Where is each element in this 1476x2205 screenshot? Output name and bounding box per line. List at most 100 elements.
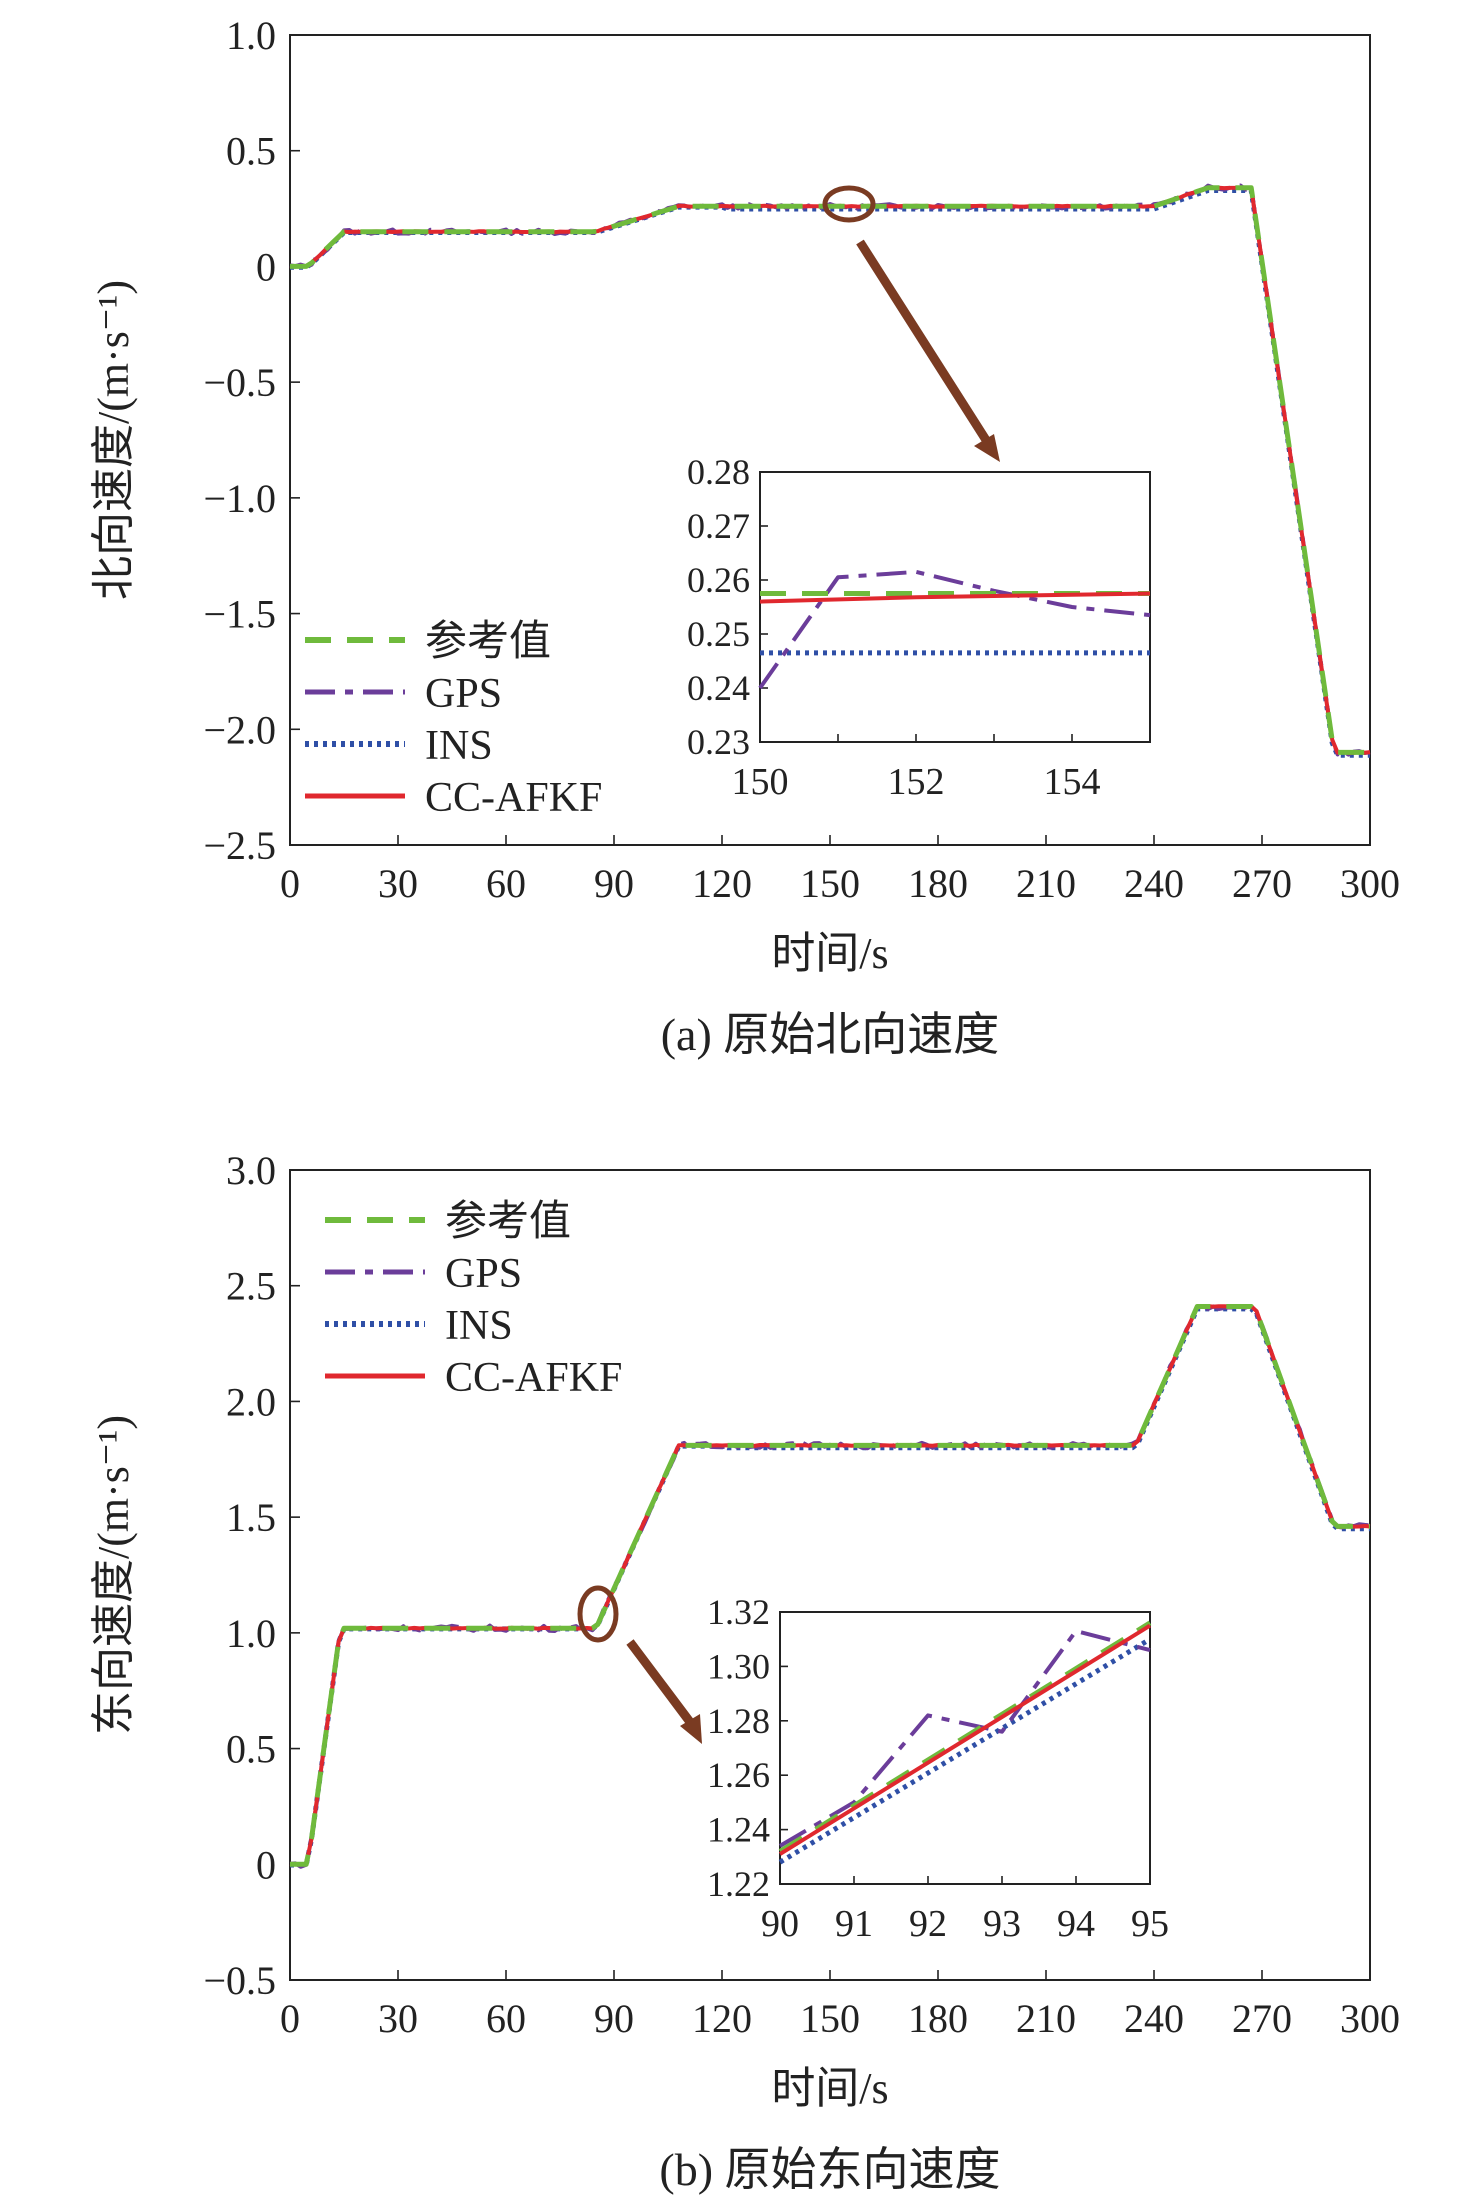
inset-series-lines [778, 1620, 1152, 1865]
x-tick-label: 210 [1016, 1996, 1076, 2041]
x-tick-label: 270 [1232, 1996, 1292, 2041]
legend-label: GPS [425, 671, 502, 717]
y-tick-label: −1.0 [203, 476, 276, 521]
inset-y-tick-label: 1.30 [707, 1646, 770, 1686]
y-tick-label: 2.0 [226, 1379, 276, 1424]
zoom-ellipse [577, 1585, 619, 1643]
inset-x-tick-label: 95 [1131, 1903, 1169, 1945]
inset-series-line-ins [778, 1637, 1152, 1865]
panel-north-velocity: 1.0 0.5 0 −0.5 −1.0 −1.5 −2.0 −2.5 0 30 60 90 120 15… [89, 13, 1400, 1060]
inset-zoom-chart: 1.32 1.30 1.28 1.26 1.24 1.22 90 91 92 93 94 95 [707, 1592, 1169, 1945]
y-tick-label: −2.0 [203, 707, 276, 752]
y-tick-label: 2.5 [226, 1264, 276, 1309]
y-axis-label: 北向速度/(m·s⁻¹) [89, 280, 138, 600]
inset-y-tick-label: 0.27 [687, 506, 750, 546]
x-axis-label: 时间/s [771, 2064, 888, 2113]
x-tick-label: 90 [594, 861, 634, 906]
inset-series-line-cc-afkf [759, 591, 1151, 604]
inset-y-tick-label: 0.25 [687, 614, 750, 654]
x-tick-label: 240 [1124, 1996, 1184, 2041]
x-tick-label: 300 [1340, 861, 1400, 906]
inset-y-tick-label: 0.24 [687, 668, 750, 708]
series-line-reference [290, 1304, 1370, 1867]
y-tick-label: 1.0 [226, 1611, 276, 1656]
legend-label: CC-AFKF [445, 1355, 622, 1401]
series-line-ins [290, 188, 1370, 758]
x-tick-label: 120 [692, 1996, 752, 2041]
y-tick-label: 0 [256, 1842, 276, 1887]
series-lines [289, 183, 1371, 758]
x-tick-label: 60 [486, 861, 526, 906]
x-tick-label: 90 [594, 1996, 634, 2041]
y-tick-label: 1.5 [226, 1495, 276, 1540]
inset-series-line-gps [758, 569, 1151, 690]
y-tick-label: 0.5 [226, 129, 276, 174]
inset-y-tick-label: 1.26 [707, 1755, 770, 1795]
panel-caption: (b) 原始东向速度 [659, 2144, 1000, 2195]
y-tick-label: 0 [256, 244, 276, 289]
inset-y-axis: 0.28 0.27 0.26 0.25 0.24 0.23 [687, 452, 768, 762]
inset-y-tick-label: 1.22 [707, 1864, 770, 1904]
zoom-annotation [822, 185, 1000, 462]
y-tick-label: −1.5 [203, 592, 276, 637]
legend-label: 参考值 [425, 618, 551, 665]
inset-y-tick-label: 1.24 [707, 1810, 770, 1850]
x-tick-label: 120 [692, 861, 752, 906]
x-axis: 0 30 60 90 120 150 180 210 240 270 300 [280, 835, 1400, 906]
legend-label: INS [425, 723, 493, 769]
x-tick-label: 0 [280, 1996, 300, 2041]
inset-y-tick-label: 0.28 [687, 452, 750, 492]
series-line-reference [290, 185, 1370, 755]
inset-y-axis: 1.32 1.30 1.28 1.26 1.24 1.22 [707, 1592, 788, 1904]
inset-y-tick-label: 0.23 [687, 722, 750, 762]
panel-caption: (a) 原始北向速度 [661, 1009, 1000, 1060]
inset-x-axis: 150 152 154 [732, 734, 1151, 803]
y-tick-label: −0.5 [203, 360, 276, 405]
inset-series-lines [758, 569, 1151, 690]
inset-x-tick-label: 152 [888, 761, 945, 803]
y-axis: 1.0 0.5 0 −0.5 −1.0 −1.5 −2.0 −2.5 [203, 13, 300, 868]
legend: 参考值 GPS INS CC-AFKF [325, 1198, 622, 1401]
inset-x-tick-label: 90 [761, 1903, 799, 1945]
zoom-arrow [856, 239, 990, 443]
inset-y-tick-label: 1.32 [707, 1592, 770, 1632]
x-tick-label: 180 [908, 861, 968, 906]
y-tick-label: −2.5 [203, 823, 276, 868]
legend-label: CC-AFKF [425, 775, 602, 821]
x-tick-label: 270 [1232, 861, 1292, 906]
x-tick-label: 240 [1124, 861, 1184, 906]
inset-x-axis: 90 91 92 93 94 95 [761, 1876, 1169, 1945]
inset-x-tick-label: 94 [1057, 1903, 1095, 1945]
panel-east-velocity: 3.02.52.01.51.00.50−0.5 0 30 60 90 120 150 180… [89, 1148, 1400, 2195]
x-tick-label: 30 [378, 1996, 418, 2041]
inset-x-tick-label: 154 [1044, 761, 1101, 803]
zoom-annotation [577, 1585, 702, 1744]
inset-series-line-reference [778, 1620, 1152, 1854]
legend-label: 参考值 [445, 1198, 571, 1245]
x-tick-label: 210 [1016, 861, 1076, 906]
x-axis-label: 时间/s [771, 929, 888, 978]
zoom-arrowhead [974, 434, 1000, 462]
zoom-arrowhead [680, 1714, 702, 1744]
legend: 参考值 GPS INS CC-AFKF [305, 618, 602, 821]
y-axis: 3.0 2.5 2.0 1.5 1.0 0.5 0 −0.5 [203, 1148, 300, 2003]
x-tick-label: 180 [908, 1996, 968, 2041]
y-tick-label: 0.5 [226, 1727, 276, 1772]
inset-y-tick-label: 0.26 [687, 560, 750, 600]
inset-x-tick-label: 91 [835, 1903, 873, 1945]
inset-frame [759, 471, 1151, 743]
y-tick-label: 3.0 [226, 1148, 276, 1193]
x-tick-label: 150 [800, 1996, 860, 2041]
x-tick-label: 30 [378, 861, 418, 906]
zoom-arrow [626, 1639, 694, 1725]
x-tick-label: 150 [800, 861, 860, 906]
x-axis: 0 30 60 90 120 150 180 210 240 270 300 [280, 1970, 1400, 2041]
x-tick-label: 300 [1340, 1996, 1400, 2041]
x-tick-label: 0 [280, 861, 300, 906]
y-axis-label: 东向速度/(m·s⁻¹) [89, 1415, 138, 1735]
legend-label: INS [445, 1303, 513, 1349]
series-lines [289, 1303, 1371, 1869]
inset-y-tick-label: 1.28 [707, 1701, 770, 1741]
x-tick-label: 60 [486, 1996, 526, 2041]
